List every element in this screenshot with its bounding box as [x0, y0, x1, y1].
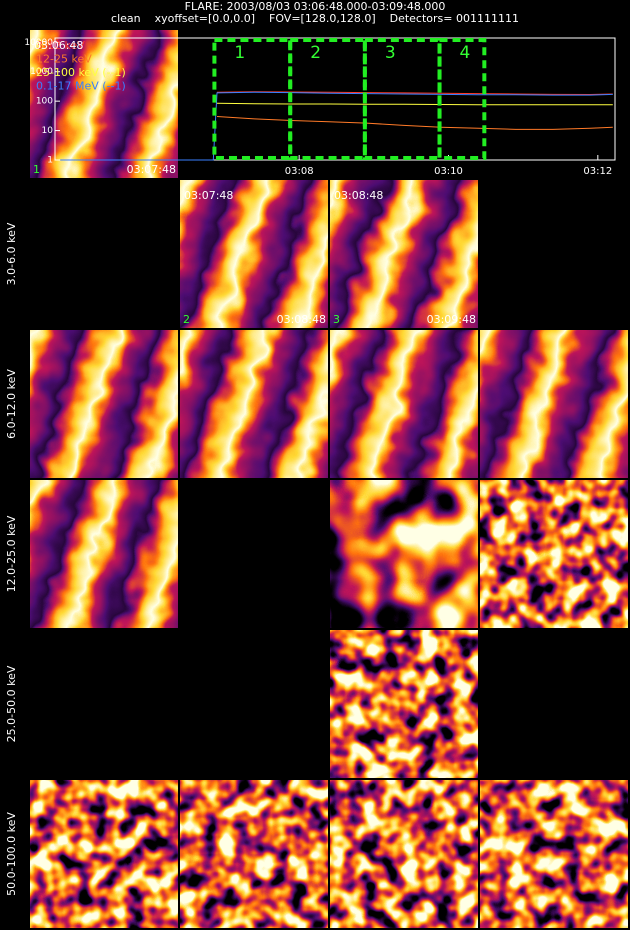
series-line — [60, 91, 613, 161]
tile-number: 3 — [333, 313, 340, 326]
image-tile — [480, 780, 628, 928]
y-tick-label: 1000 — [30, 67, 53, 77]
tile-start-time: 03:06:48 — [34, 39, 83, 52]
image-tile — [10, 460, 198, 648]
x-tick-label: 03:10 — [434, 166, 463, 177]
row-label: 6.0-12.0 keV — [5, 369, 18, 439]
image-tile — [480, 480, 628, 628]
tile-number: 2 — [183, 313, 190, 326]
y-tick-label: 1 — [47, 156, 53, 166]
row-label: 50.0-100.0 keV — [5, 812, 18, 896]
interval-label: 4 — [460, 43, 471, 63]
y-tick-label: 10 — [42, 126, 54, 136]
tile-start-time: 03:08:48 — [334, 189, 383, 202]
legend-entry: 3-12 keV — [36, 39, 85, 52]
row-label: 12.0-25.0 keV — [5, 515, 18, 592]
image-tile — [330, 630, 478, 778]
y-tick-label: 10000 — [24, 38, 53, 48]
interval-box — [437, 38, 487, 160]
tile-start-time: 03:07:48 — [184, 189, 233, 202]
tile-end-time: 03:07:48 — [127, 163, 176, 176]
series-line — [216, 102, 613, 106]
x-tick-label: 03:08 — [285, 166, 314, 177]
interval-label: 1 — [234, 43, 245, 63]
image-tile — [460, 310, 630, 498]
image-tile — [330, 480, 478, 628]
legend-entry: 12-25 keV — [36, 53, 92, 66]
series-line — [216, 91, 613, 96]
tile-end-time: 03:09:48 — [427, 313, 476, 326]
image-tile — [30, 780, 178, 928]
image-tile — [330, 780, 478, 928]
tile-number: 1 — [33, 163, 40, 176]
interval-label: 3 — [385, 43, 396, 63]
legend-entry: 25-100 keV (--1) — [36, 66, 126, 79]
interval-label: 2 — [310, 43, 321, 63]
subtitle: clean xyoffset=[0.0,0.0] FOV=[128.0,128.… — [111, 12, 519, 25]
y-tick-label: 100 — [36, 97, 53, 107]
image-tiles — [10, 10, 630, 928]
series-line — [216, 116, 613, 130]
row-label: 3.0-6.0 keV — [5, 222, 18, 285]
x-tick-label: 03:12 — [583, 166, 612, 177]
image-tile — [180, 780, 328, 928]
title: FLARE: 2003/08/03 03:06:48.000-03:09:48.… — [185, 0, 446, 13]
row-label: 25.0-50.0 keV — [5, 665, 18, 742]
tile-end-time: 03:08:48 — [277, 313, 326, 326]
legend-entry: 0.1-17 MeV (--1) — [36, 80, 126, 93]
